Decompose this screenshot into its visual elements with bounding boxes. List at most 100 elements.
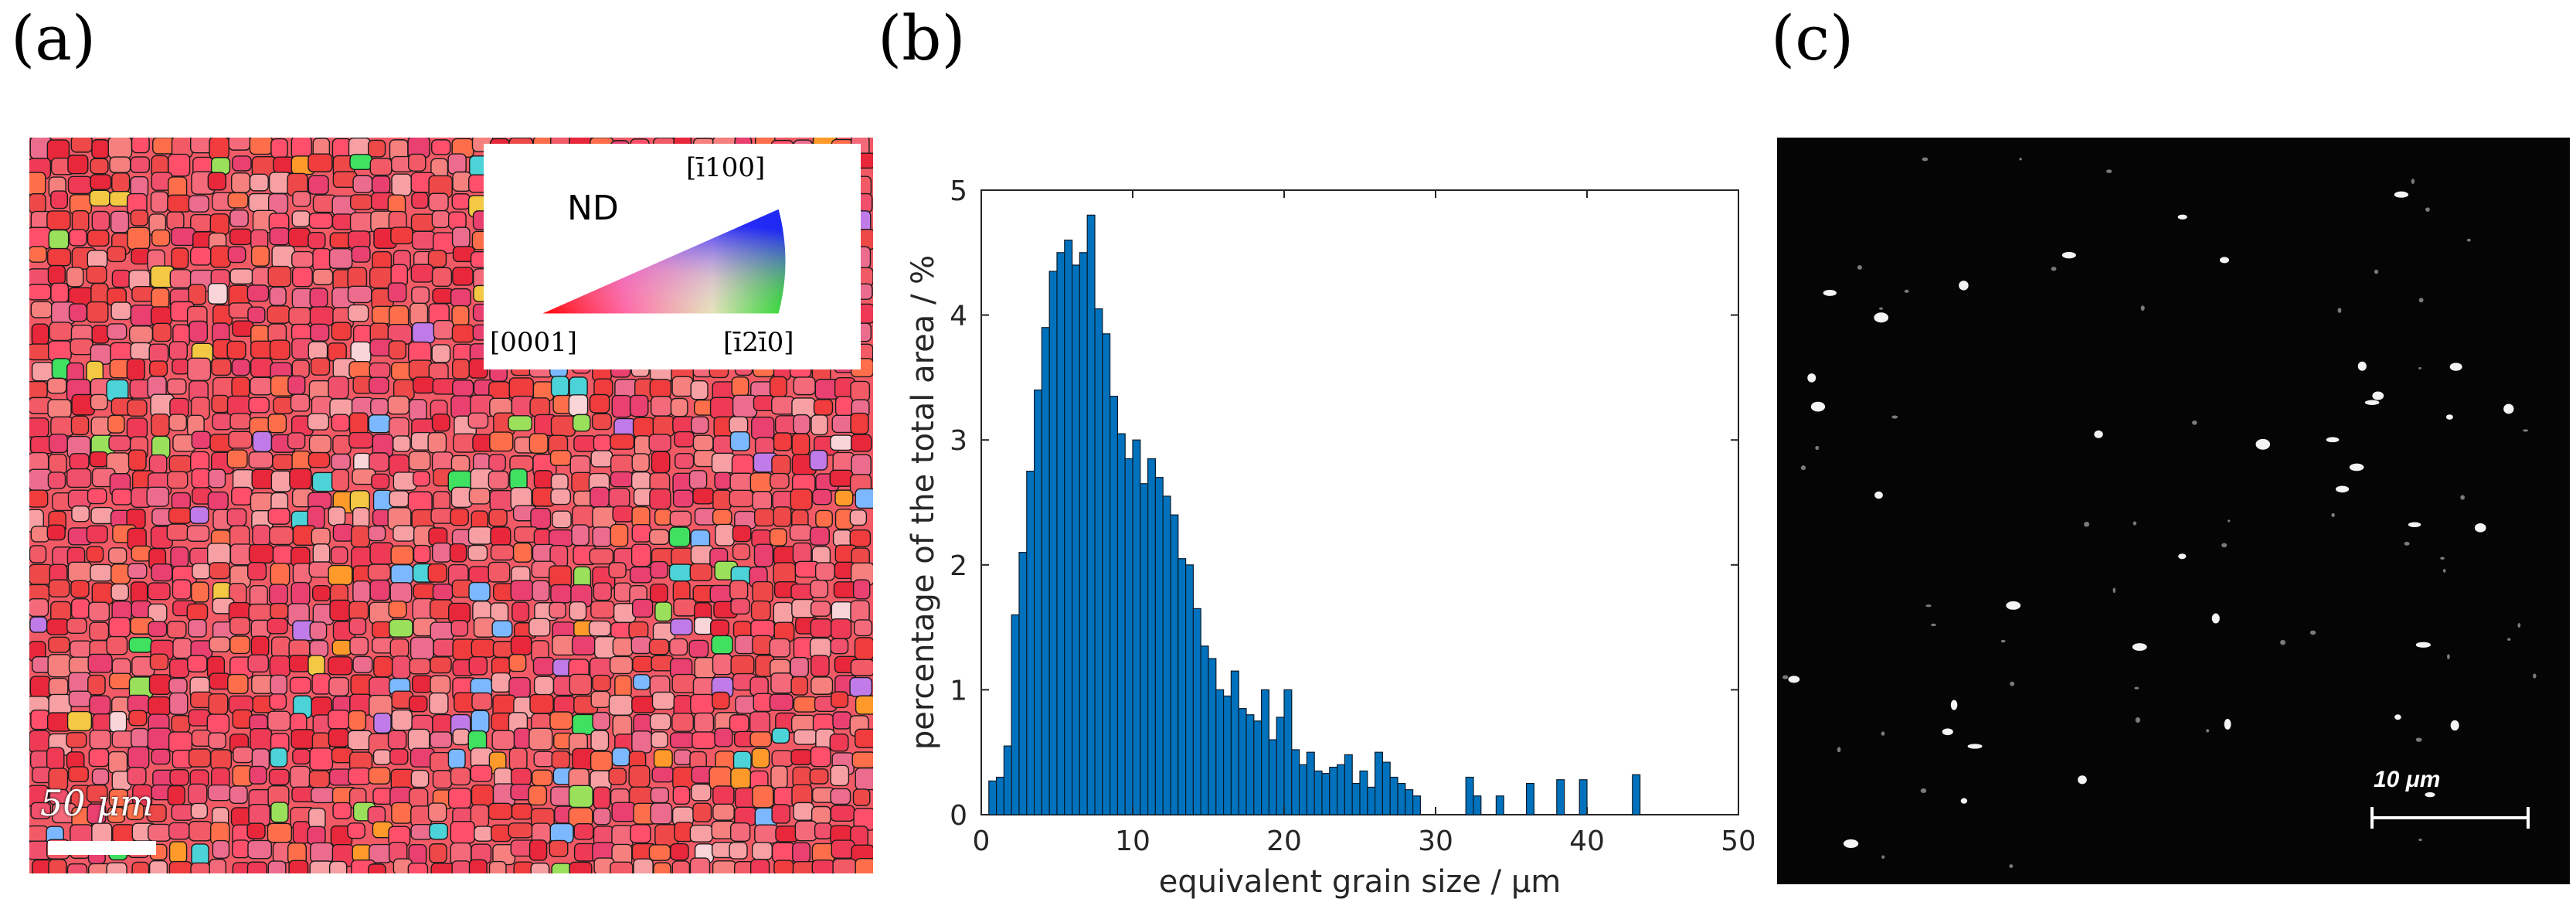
histogram-bar xyxy=(1465,776,1474,815)
grain xyxy=(66,863,88,873)
grain xyxy=(127,449,147,472)
histogram-bar xyxy=(1178,558,1187,815)
grain xyxy=(369,579,391,601)
grain xyxy=(447,748,466,769)
grain xyxy=(352,175,373,193)
grain xyxy=(29,616,48,633)
grain xyxy=(210,749,233,771)
histogram-bar xyxy=(1313,770,1323,815)
grain xyxy=(328,728,349,747)
grain xyxy=(790,489,813,511)
histogram-bar xyxy=(1208,658,1217,815)
grain xyxy=(191,581,209,603)
grain xyxy=(709,397,735,419)
grain xyxy=(30,301,53,318)
grain xyxy=(411,322,436,344)
grain xyxy=(291,267,313,288)
grain xyxy=(348,412,369,436)
particle xyxy=(2450,720,2459,731)
grain xyxy=(90,158,109,175)
grain xyxy=(208,732,226,750)
grain xyxy=(513,727,532,750)
grain xyxy=(230,807,252,827)
grain xyxy=(292,190,311,207)
particle xyxy=(2221,543,2228,548)
grain xyxy=(732,394,758,418)
particle xyxy=(2404,541,2410,546)
grain xyxy=(610,454,634,475)
histogram-bar xyxy=(1124,458,1133,815)
grain xyxy=(752,785,774,809)
grain xyxy=(729,416,749,434)
grain xyxy=(131,727,149,748)
particle xyxy=(2394,191,2409,198)
grain xyxy=(830,764,850,787)
grain xyxy=(70,415,90,436)
grain xyxy=(467,544,488,562)
grain xyxy=(209,636,231,652)
grain xyxy=(431,139,451,155)
grain xyxy=(451,324,474,343)
grain xyxy=(811,655,830,677)
grain xyxy=(271,245,296,269)
grain xyxy=(47,264,66,285)
grain xyxy=(233,746,253,764)
grain xyxy=(171,226,196,247)
histogram-bar xyxy=(1110,396,1119,815)
grain xyxy=(46,377,67,394)
grain xyxy=(571,524,590,546)
grain xyxy=(29,193,46,214)
particle xyxy=(2309,630,2316,635)
grain xyxy=(127,399,148,417)
particle xyxy=(1823,289,1837,296)
grain xyxy=(450,619,469,637)
particle xyxy=(2206,729,2210,733)
grain xyxy=(671,673,697,693)
grain xyxy=(715,523,735,546)
grain xyxy=(474,826,494,842)
grain xyxy=(491,620,513,638)
particle xyxy=(2357,361,2367,371)
grain xyxy=(107,138,133,159)
grain xyxy=(588,620,611,637)
particle xyxy=(2522,429,2529,432)
grain xyxy=(168,507,192,524)
histogram-bar xyxy=(1162,495,1171,815)
histogram-bar xyxy=(1026,471,1035,815)
grain xyxy=(166,523,189,541)
grain xyxy=(227,246,246,264)
grain xyxy=(351,246,371,263)
grain xyxy=(849,676,873,697)
grain xyxy=(367,563,391,581)
grain xyxy=(48,636,70,653)
grain xyxy=(811,859,835,873)
grain xyxy=(850,600,870,624)
grain xyxy=(610,861,634,873)
grain xyxy=(188,709,210,727)
grain xyxy=(127,563,148,580)
grain xyxy=(172,579,192,600)
grain xyxy=(270,636,291,659)
grain xyxy=(709,619,730,637)
grain xyxy=(272,545,294,565)
grain xyxy=(752,580,773,603)
grain xyxy=(412,675,433,693)
grain xyxy=(729,842,748,860)
grain xyxy=(232,839,250,859)
grain xyxy=(212,413,233,431)
grain xyxy=(270,674,287,696)
grain xyxy=(651,451,671,474)
grain xyxy=(148,674,172,695)
histogram-bar xyxy=(1389,776,1398,815)
particle xyxy=(1922,157,1929,162)
grain xyxy=(731,376,749,397)
grain xyxy=(611,802,636,822)
grain xyxy=(694,712,715,734)
grain xyxy=(152,322,172,342)
particle xyxy=(2517,623,2521,628)
grain xyxy=(552,510,572,529)
grain xyxy=(410,769,430,788)
grain xyxy=(688,639,709,659)
particle xyxy=(2009,864,2014,868)
particle xyxy=(2425,792,2435,798)
